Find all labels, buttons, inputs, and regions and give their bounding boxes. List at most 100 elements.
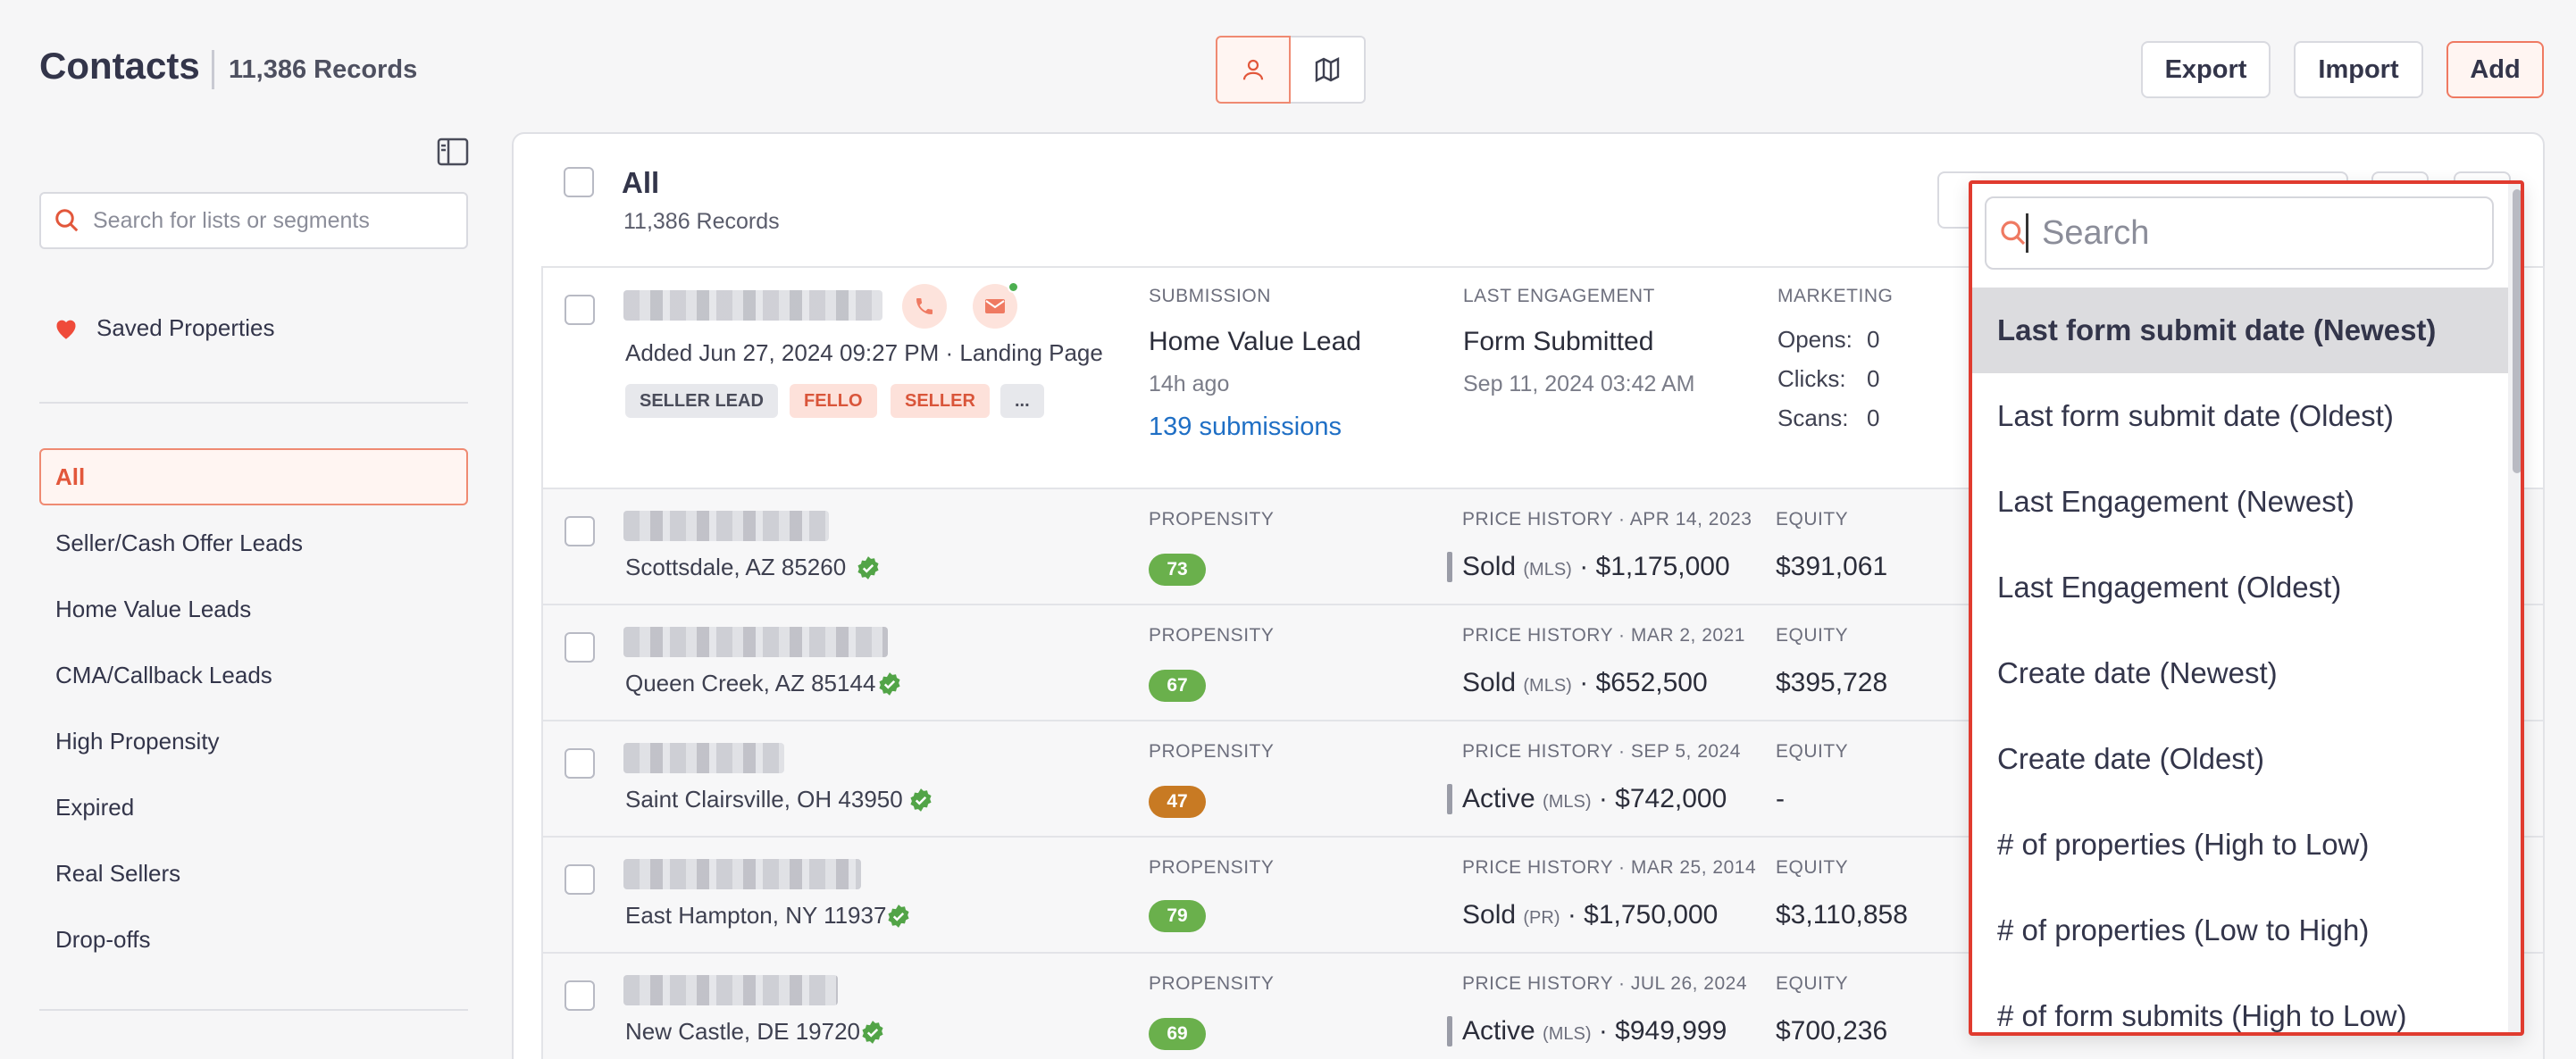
price-history-label: PRICE HISTORY · APR 14, 2023 <box>1462 509 1752 530</box>
equity-label: EQUITY <box>1776 625 1849 646</box>
scans-label: Scans: <box>1777 404 1849 431</box>
property-name-redacted <box>623 975 838 1005</box>
scans-value: 0 <box>1867 404 1880 431</box>
sidebar-item-cma-leads[interactable]: CMA/Callback Leads <box>55 661 272 688</box>
list-title: All <box>622 166 660 199</box>
verified-icon <box>862 1021 883 1044</box>
saved-properties-link[interactable]: Saved Properties <box>54 314 274 342</box>
verified-icon <box>879 672 900 696</box>
propensity-badge: 69 <box>1149 1018 1206 1050</box>
search-icon <box>55 209 79 232</box>
search-icon <box>2001 221 2026 246</box>
property-address: Scottsdale, AZ 85260 <box>625 554 847 580</box>
sort-option[interactable]: # of form submits (High to Low) <box>1997 999 2407 1032</box>
opens-value: 0 <box>1867 326 1880 353</box>
price-history-value: Sold (PR) · $1,750,000 <box>1462 900 1718 930</box>
price-history-label: PRICE HISTORY · JUL 26, 2024 <box>1462 973 1748 994</box>
page-header: Contacts 11,386 Records Export Import Ad… <box>0 0 2576 134</box>
sale-price: · $742,000 <box>1598 784 1727 813</box>
map-view-button[interactable] <box>1291 36 1366 104</box>
sidebar-item-seller-leads[interactable]: Seller/Cash Offer Leads <box>55 529 303 556</box>
sidebar-item-high-propensity[interactable]: High Propensity <box>55 727 220 755</box>
online-status-dot <box>1008 281 1019 293</box>
sort-option[interactable]: # of properties (Low to High) <box>1997 913 2370 946</box>
row-checkbox[interactable] <box>565 980 595 1011</box>
sort-option[interactable]: Last Engagement (Newest) <box>1997 485 2354 518</box>
equity-value: $395,728 <box>1776 668 1888 697</box>
sort-option[interactable]: Last form submit date (Newest) <box>1972 288 2508 373</box>
property-name-redacted <box>623 511 829 541</box>
propensity-label: PROPENSITY <box>1149 741 1275 762</box>
call-button[interactable] <box>902 284 947 329</box>
equity-value: $700,236 <box>1776 1016 1888 1046</box>
propensity-badge: 79 <box>1149 900 1206 932</box>
row-checkbox[interactable] <box>565 295 595 325</box>
sort-option[interactable]: Last form submit date (Oldest) <box>1997 399 2394 432</box>
list-search-field[interactable] <box>39 192 468 249</box>
propensity-label: PROPENSITY <box>1149 625 1275 646</box>
marketing-label: MARKETING <box>1777 286 1894 306</box>
equity-label: EQUITY <box>1776 509 1849 530</box>
property-address: Saint Clairsville, OH 43950 <box>625 786 903 813</box>
export-button[interactable]: Export <box>2141 41 2271 98</box>
import-button[interactable]: Import <box>2294 41 2423 98</box>
sort-option[interactable]: # of properties (High to Low) <box>1997 828 2370 861</box>
price-history-value: Sold (MLS) · $652,500 <box>1462 668 1708 698</box>
sale-status: Active <box>1462 784 1535 813</box>
row-checkbox[interactable] <box>565 864 595 895</box>
add-button[interactable]: Add <box>2446 41 2544 98</box>
verified-icon <box>888 905 909 928</box>
property-name-redacted <box>623 743 784 773</box>
list-search-input[interactable] <box>93 207 450 234</box>
sale-status: Active <box>1462 1016 1535 1046</box>
sale-price: · $949,999 <box>1598 1016 1727 1046</box>
sidebar-item-expired[interactable]: Expired <box>55 793 135 821</box>
sale-status: Sold <box>1462 900 1517 930</box>
sort-option[interactable]: Last Engagement (Oldest) <box>1997 571 2342 604</box>
title-divider <box>212 50 214 89</box>
submission-time: 14h ago <box>1149 371 1230 396</box>
status-marker <box>1447 552 1452 582</box>
sale-price: · $1,750,000 <box>1567 900 1719 930</box>
equity-label: EQUITY <box>1776 973 1849 994</box>
sort-dropdown: Last form submit date (Newest) Last form… <box>1969 180 2524 1036</box>
contact-view-icon <box>1242 59 1264 80</box>
sidebar-item-all[interactable]: All <box>39 448 468 505</box>
propensity-badge: 67 <box>1149 670 1206 702</box>
heart-icon <box>56 320 76 339</box>
select-all-checkbox[interactable] <box>564 167 594 197</box>
more-tags-button[interactable]: ... <box>1000 384 1044 418</box>
propensity-badge: 73 <box>1149 554 1206 586</box>
sidebar-item-drop-offs[interactable]: Drop-offs <box>55 925 151 953</box>
contact-view-button[interactable] <box>1216 36 1291 104</box>
sale-price: · $652,500 <box>1579 668 1708 697</box>
row-checkbox[interactable] <box>565 632 595 663</box>
tag-fello: FELLO <box>790 384 877 418</box>
property-name-redacted <box>623 859 861 889</box>
contact-added-info: Added Jun 27, 2024 09:27 PM · Landing Pa… <box>625 339 1103 366</box>
page-title: Contacts <box>39 45 200 87</box>
submission-label: SUBMISSION <box>1149 286 1271 306</box>
sidebar-item-real-sellers[interactable]: Real Sellers <box>55 859 181 887</box>
sort-option[interactable]: Create date (Newest) <box>1997 656 2278 689</box>
sort-search-field[interactable] <box>1985 196 2494 270</box>
row-checkbox[interactable] <box>565 516 595 546</box>
equity-value: $391,061 <box>1776 552 1888 581</box>
record-count: 11,386 Records <box>229 55 418 84</box>
price-source: (MLS) <box>1543 1024 1592 1044</box>
contact-name-redacted <box>623 290 882 321</box>
price-history-value: Active (MLS) · $742,000 <box>1462 784 1727 814</box>
list-record-count: 11,386 Records <box>623 209 780 234</box>
opens-label: Opens: <box>1777 326 1853 353</box>
submissions-link[interactable]: 139 submissions <box>1149 413 1342 441</box>
propensity-label: PROPENSITY <box>1149 973 1275 994</box>
phone-icon <box>916 298 933 314</box>
sidebar-toggle-icon[interactable] <box>437 138 469 166</box>
sort-search-input[interactable] <box>2042 213 2471 253</box>
sort-option[interactable]: Create date (Oldest) <box>1997 742 2264 775</box>
row-checkbox[interactable] <box>565 748 595 779</box>
price-history-label: PRICE HISTORY · MAR 25, 2014 <box>1462 857 1757 878</box>
tag-seller: SELLER <box>891 384 990 418</box>
sidebar-item-home-value-leads[interactable]: Home Value Leads <box>55 595 252 622</box>
dropdown-scrollbar-thumb[interactable] <box>2513 189 2521 473</box>
